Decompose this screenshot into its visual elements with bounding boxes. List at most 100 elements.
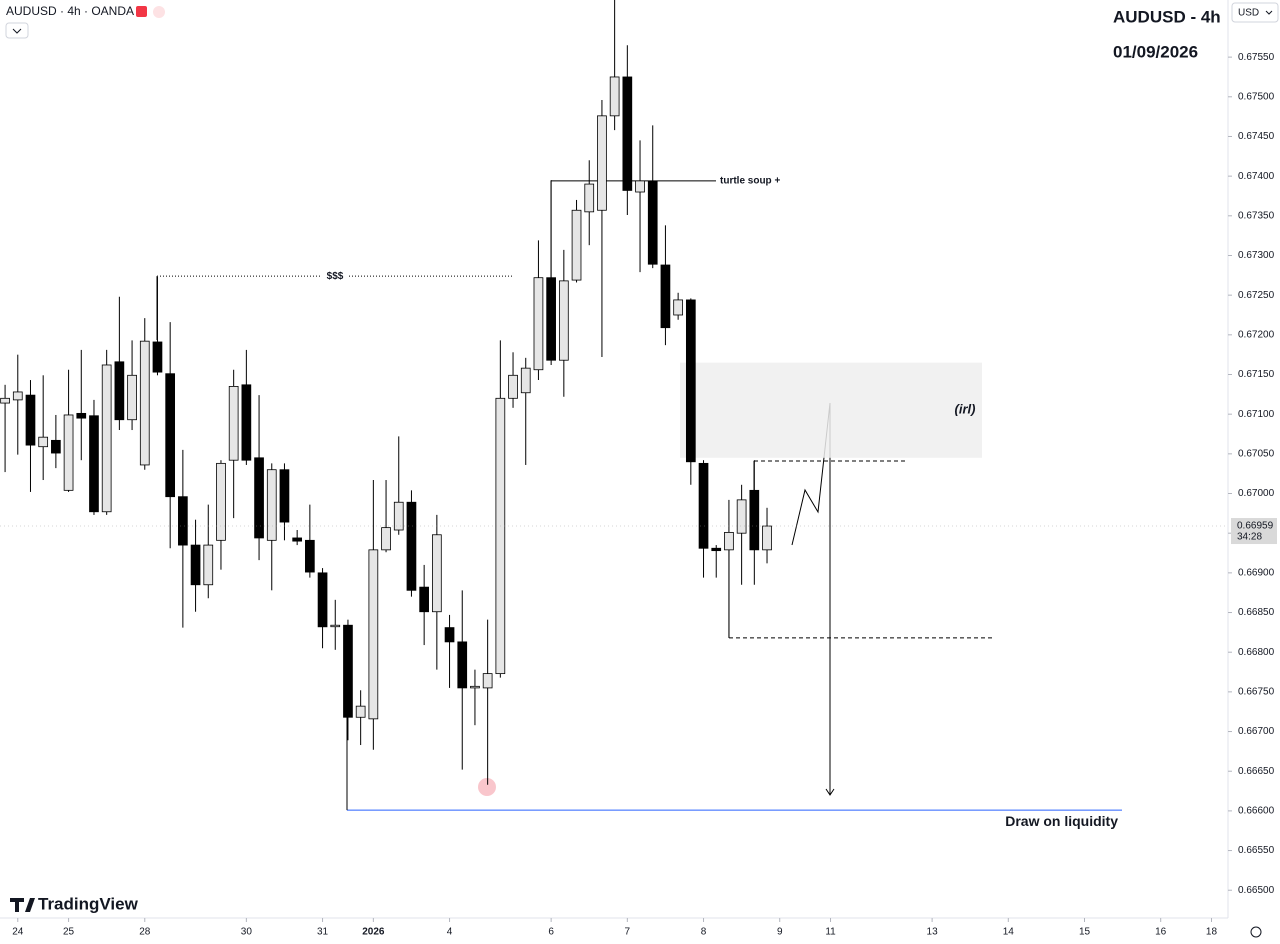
- candle-body: [444, 627, 455, 643]
- x-tick-label: 8: [701, 927, 707, 938]
- candle-body: [571, 209, 582, 281]
- collapse-button[interactable]: [5, 22, 29, 39]
- y-tick-label: 0.66700: [1238, 726, 1275, 737]
- x-tick-label: 24: [12, 927, 24, 938]
- candle-body: [432, 534, 442, 613]
- candle-body: [228, 386, 239, 461]
- candle-body: [51, 439, 61, 454]
- highlight-dot: [478, 778, 496, 796]
- last-price-box: [1231, 518, 1277, 545]
- currency-label[interactable]: USD: [1238, 8, 1259, 19]
- x-tick-label: 4: [447, 927, 453, 938]
- symbol-label[interactable]: AUDUSD · 4h · OANDA: [6, 4, 134, 18]
- y-tick-label: 0.66600: [1238, 806, 1275, 817]
- x-tick-label: 11: [825, 927, 836, 938]
- x-tick-label: 25: [63, 927, 75, 938]
- candle-body: [254, 457, 264, 539]
- candle-body: [114, 361, 125, 421]
- candle-body: [279, 469, 290, 523]
- y-tick-label: 0.67450: [1238, 131, 1275, 142]
- y-tick-label: 0.67500: [1238, 91, 1275, 102]
- candle-body: [673, 299, 683, 316]
- brand-name: TradingView: [38, 894, 139, 913]
- x-tick-label: 6: [548, 927, 554, 938]
- candle-body: [597, 115, 607, 211]
- annotation-label: Draw on liquidity: [1005, 813, 1118, 829]
- annotation-label: turtle soup +: [720, 176, 780, 187]
- candle-body: [609, 76, 620, 117]
- candle-body: [558, 280, 569, 361]
- brand-logo: [10, 898, 35, 912]
- candle-body: [178, 496, 188, 546]
- candle-body: [419, 586, 429, 613]
- candle-body: [165, 373, 176, 498]
- y-tick-label: 0.66550: [1238, 845, 1275, 856]
- chart-title: AUDUSD - 4h: [1113, 7, 1221, 26]
- x-tick-label: 13: [927, 927, 939, 938]
- candle-body: [482, 673, 493, 689]
- x-tick-label: 18: [1206, 927, 1218, 938]
- candle-body: [698, 462, 709, 549]
- candle-body: [89, 415, 99, 513]
- y-tick-label: 0.67100: [1238, 409, 1275, 420]
- candle-body: [0, 397, 10, 404]
- x-tick-label: 16: [1155, 927, 1167, 938]
- arrow-head: [825, 788, 835, 796]
- y-tick-label: 0.66850: [1238, 607, 1275, 618]
- x-tick-label: 9: [777, 927, 783, 938]
- y-tick-label: 0.66900: [1238, 567, 1275, 578]
- y-tick-label: 0.67200: [1238, 329, 1275, 340]
- candle-body: [190, 544, 201, 586]
- chevron: [12, 28, 22, 34]
- candle-body: [622, 76, 633, 191]
- y-tick-label: 0.66650: [1238, 766, 1275, 777]
- candle-body: [736, 499, 747, 534]
- y-tick-label: 0.67250: [1238, 290, 1275, 301]
- candle-body: [355, 705, 366, 718]
- flag-icon[interactable]: [136, 6, 147, 17]
- candle-body: [241, 384, 252, 461]
- candle-body: [368, 549, 379, 720]
- candle-body: [343, 624, 353, 718]
- candle-body: [305, 539, 315, 573]
- y-tick-label: 0.67350: [1238, 210, 1275, 221]
- candle-body: [660, 264, 671, 329]
- candle-body: [495, 397, 506, 675]
- candle-body: [25, 394, 36, 446]
- candle-body: [152, 341, 163, 373]
- x-tick-label: 15: [1079, 927, 1091, 938]
- candle-body: [203, 544, 214, 586]
- y-tick-label: 0.67550: [1238, 52, 1275, 63]
- y-tick-label: 0.67000: [1238, 488, 1275, 499]
- candle-body: [317, 572, 328, 628]
- settings-icon[interactable]: [1250, 926, 1262, 938]
- annotation-label: $$$: [327, 271, 344, 282]
- x-tick-label: 28: [139, 927, 151, 938]
- candle-body: [470, 685, 480, 689]
- y-tick-label: 0.66750: [1238, 687, 1275, 698]
- x-tick-label: 2026: [362, 927, 385, 938]
- y-tick-label: 0.66800: [1238, 647, 1275, 658]
- x-tick-label: 7: [625, 927, 631, 938]
- candle-body: [381, 527, 391, 551]
- countdown-label: 34:28: [1237, 532, 1262, 543]
- candle-body: [330, 624, 341, 628]
- sync-icon[interactable]: [153, 6, 165, 18]
- x-tick-label: 30: [241, 927, 253, 938]
- candle-body: [127, 374, 137, 421]
- candle-body: [724, 531, 734, 551]
- candle-body: [12, 391, 23, 401]
- y-tick-label: 0.67400: [1238, 171, 1275, 182]
- candle-body: [635, 180, 645, 193]
- currency-button[interactable]: [1231, 2, 1279, 23]
- candle-body: [406, 501, 417, 591]
- candle-body: [520, 367, 531, 394]
- x-tick-label: 14: [1003, 927, 1015, 938]
- chart-subtitle: 01/09/2026: [1113, 42, 1198, 61]
- zone-label: (irl): [955, 402, 976, 417]
- candle-body: [711, 547, 722, 552]
- zone: [680, 362, 982, 458]
- candle-body: [457, 641, 468, 689]
